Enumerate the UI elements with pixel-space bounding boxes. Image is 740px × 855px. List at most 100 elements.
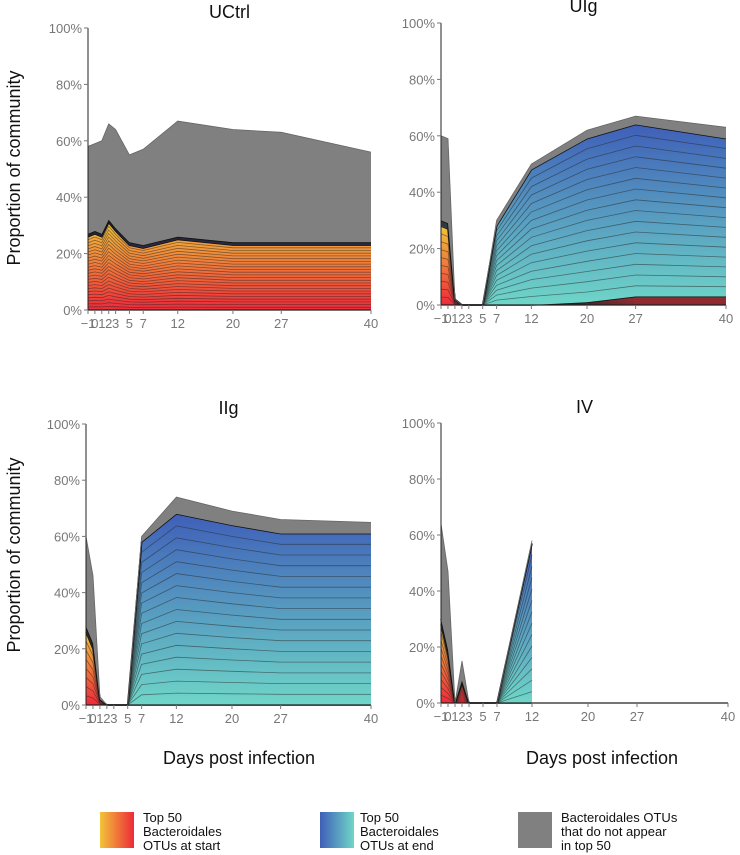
x-tick-label: 3: [112, 316, 119, 331]
otu-boundary-line: [87, 251, 371, 270]
otu-boundary-line: [87, 294, 371, 301]
svg-text:Top 50 Bacteroidales: Top 50 Bacteroidales OTUs at start: [143, 810, 225, 853]
x-tick-label: −1: [81, 316, 96, 331]
otu-boundary-line: [87, 225, 371, 251]
y-tick-label: 0%: [416, 298, 435, 313]
otu-boundary-line: [87, 280, 371, 290]
x-tick-label: 40: [364, 316, 378, 331]
x-tick-label: 0: [444, 709, 451, 724]
y-tick-label: 60%: [54, 529, 80, 544]
x-tick-label: 2: [103, 711, 110, 726]
x-tick-label: 0: [91, 316, 98, 331]
x-tick-label: 40: [719, 311, 733, 326]
x-tick-label: 2: [105, 316, 112, 331]
x-tick-label: 5: [124, 711, 131, 726]
legend-swatch-start: [100, 812, 134, 848]
x-tick-label: 2: [458, 709, 465, 724]
y-axis-label-top: Proportion of community: [4, 70, 24, 265]
area-top50-end: [441, 543, 532, 703]
x-axis-label-left: Days post infection: [163, 748, 315, 768]
x-tick-label: 12: [169, 711, 183, 726]
otu-boundary-line: [87, 258, 371, 275]
otu-boundary-line: [87, 243, 371, 264]
y-tick-label: 80%: [56, 77, 82, 92]
x-tick-label: 3: [110, 711, 117, 726]
area-top50-end: [86, 513, 371, 705]
otu-boundary-line: [87, 232, 371, 257]
otu-boundary-line: [87, 298, 371, 303]
y-tick-label: 80%: [54, 473, 80, 488]
legend-item-end: Top 50 Bacteroidales OTUs at end: [320, 810, 442, 853]
x-tick-label: −1: [434, 709, 449, 724]
otu-boundary-line: [87, 287, 371, 295]
otu-boundary-line: [87, 284, 371, 293]
x-tick-label: 7: [493, 709, 500, 724]
y-tick-label: 60%: [409, 129, 435, 144]
otu-boundary-line: [87, 269, 371, 283]
y-axis-label-bottom: Proportion of community: [4, 457, 24, 652]
x-tick-label: 12: [524, 311, 538, 326]
svg-text:Top 50 Bacteroidales: Top 50 Bacteroidales OTUs at end: [360, 810, 442, 853]
y-tick-label: 60%: [409, 528, 435, 543]
legend-end-line-3: OTUs at end: [360, 838, 434, 853]
x-tick-label: 5: [126, 316, 133, 331]
y-tick-label: 80%: [409, 472, 435, 487]
x-tick-label: −1: [79, 711, 94, 726]
x-tick-label: 27: [273, 711, 287, 726]
x-tick-label: 27: [630, 709, 644, 724]
legend-start-line-2: Bacteroidales: [143, 824, 222, 839]
y-tick-label: 100%: [49, 21, 83, 36]
y-tick-label: 80%: [409, 72, 435, 87]
legend-other-line-3: in top 50: [561, 838, 611, 853]
x-axis-label-right: Days post infection: [526, 748, 678, 768]
x-tick-label: 20: [581, 709, 595, 724]
legend-item-other: Bacteroidales OTUs that do not appear in…: [518, 810, 681, 853]
otu-boundary-line: [87, 254, 371, 272]
legend-start-line-3: OTUs at start: [143, 838, 221, 853]
panel-title: IV: [576, 397, 593, 417]
legend-end-line-2: Bacteroidales: [360, 824, 439, 839]
x-tick-label: 12: [525, 709, 539, 724]
x-tick-label: 0: [444, 311, 451, 326]
y-tick-label: 0%: [61, 698, 80, 713]
otu-boundary-line: [87, 220, 371, 248]
otu-boundary-line: [87, 247, 371, 267]
legend-end-line-1: Top 50: [360, 810, 399, 825]
legend-item-start: Top 50 Bacteroidales OTUs at start: [100, 810, 225, 853]
y-tick-label: 40%: [56, 190, 82, 205]
y-tick-label: 100%: [402, 416, 436, 431]
otu-boundary-line: [87, 262, 371, 277]
y-tick-label: 20%: [409, 242, 435, 257]
otu-boundary-line: [87, 305, 371, 308]
panel-title: UCtrl: [209, 2, 250, 22]
legend-swatch-end: [320, 812, 354, 848]
y-tick-label: 40%: [54, 586, 80, 601]
x-tick-label: 27: [628, 311, 642, 326]
y-tick-label: 40%: [409, 185, 435, 200]
area-top50-start: [441, 624, 532, 703]
panel-iv: IV0%20%40%60%80%100%−10 1 2 3 5 7 12 20 27 40: [402, 397, 735, 724]
svg-text:Bacteroidales OTUs tha: Bacteroidales OTUs that do not appear in…: [561, 810, 681, 853]
x-tick-label: 5: [479, 311, 486, 326]
series-top-line: [87, 120, 372, 156]
y-tick-label: 20%: [409, 640, 435, 655]
y-tick-label: 0%: [63, 303, 82, 318]
legend-other-line-1: Bacteroidales OTUs: [561, 810, 678, 825]
x-tick-label: −1: [434, 311, 449, 326]
y-tick-label: 60%: [56, 134, 82, 149]
legend-swatch-other: [518, 812, 552, 848]
otu-boundary-line: [87, 273, 371, 285]
x-tick-label: 0: [89, 711, 96, 726]
panel-title: UIg: [569, 0, 597, 16]
x-tick-label: 1: [96, 711, 103, 726]
x-tick-label: 3: [465, 311, 472, 326]
x-tick-label: 1: [451, 311, 458, 326]
x-tick-label: 12: [170, 316, 184, 331]
x-tick-label: 7: [140, 316, 147, 331]
panel-title: IIg: [218, 398, 238, 418]
x-tick-label: 2: [458, 311, 465, 326]
x-tick-label: 40: [364, 711, 378, 726]
